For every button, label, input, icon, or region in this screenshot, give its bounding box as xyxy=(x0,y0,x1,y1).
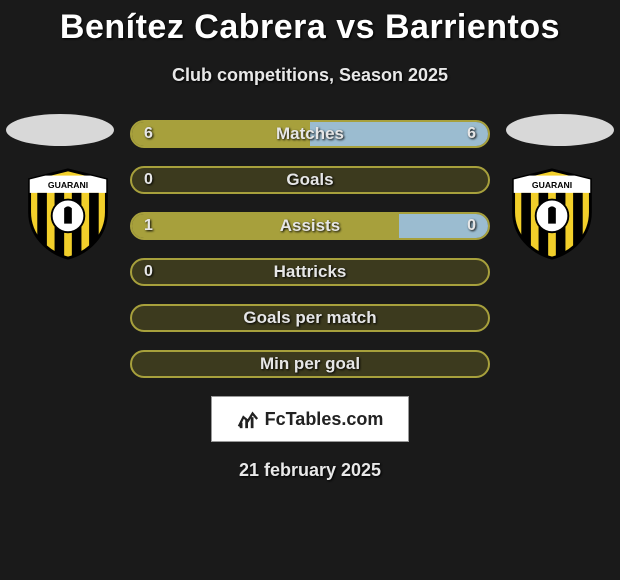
ellipse-right xyxy=(506,114,614,146)
bar-value-left: 6 xyxy=(144,122,153,146)
stat-bar: Matches6 6 xyxy=(130,120,490,148)
bar-label: Assists xyxy=(132,214,488,238)
subtitle: Club competitions, Season 2025 xyxy=(0,65,620,86)
stat-bar: Assists1 0 xyxy=(130,212,490,240)
bar-label: Matches xyxy=(132,122,488,146)
stat-bar: Hattricks0 xyxy=(130,258,490,286)
club-badge-left: GUARANI xyxy=(20,166,116,262)
ellipse-left xyxy=(6,114,114,146)
bar-value-right: 0 xyxy=(467,214,476,238)
stat-bar: Goals per match xyxy=(130,304,490,332)
brand-chart-icon xyxy=(237,408,259,430)
stat-bar: Goals0 xyxy=(130,166,490,194)
brand-box: FcTables.com xyxy=(211,396,409,442)
bar-value-left: 0 xyxy=(144,168,153,192)
brand-text: FcTables.com xyxy=(265,409,384,430)
bar-label: Goals per match xyxy=(132,306,488,330)
stat-bars: Matches66Goals0Assists10Hattricks0Goals … xyxy=(130,120,490,378)
comparison-area: GUARANI GUARANI Matches66Goals0Assists10… xyxy=(0,120,620,378)
bar-value-left: 0 xyxy=(144,260,153,284)
bar-value-left: 1 xyxy=(144,214,153,238)
date-text: 21 february 2025 xyxy=(0,460,620,481)
club-badge-right: GUARANI xyxy=(504,166,600,262)
svg-text:GUARANI: GUARANI xyxy=(48,180,88,190)
stat-bar: Min per goal xyxy=(130,350,490,378)
svg-text:GUARANI: GUARANI xyxy=(532,180,572,190)
bar-label: Goals xyxy=(132,168,488,192)
bar-value-right: 6 xyxy=(467,122,476,146)
bar-label: Hattricks xyxy=(132,260,488,284)
bar-label: Min per goal xyxy=(132,352,488,376)
page-title: Benítez Cabrera vs Barrientos xyxy=(0,0,620,47)
